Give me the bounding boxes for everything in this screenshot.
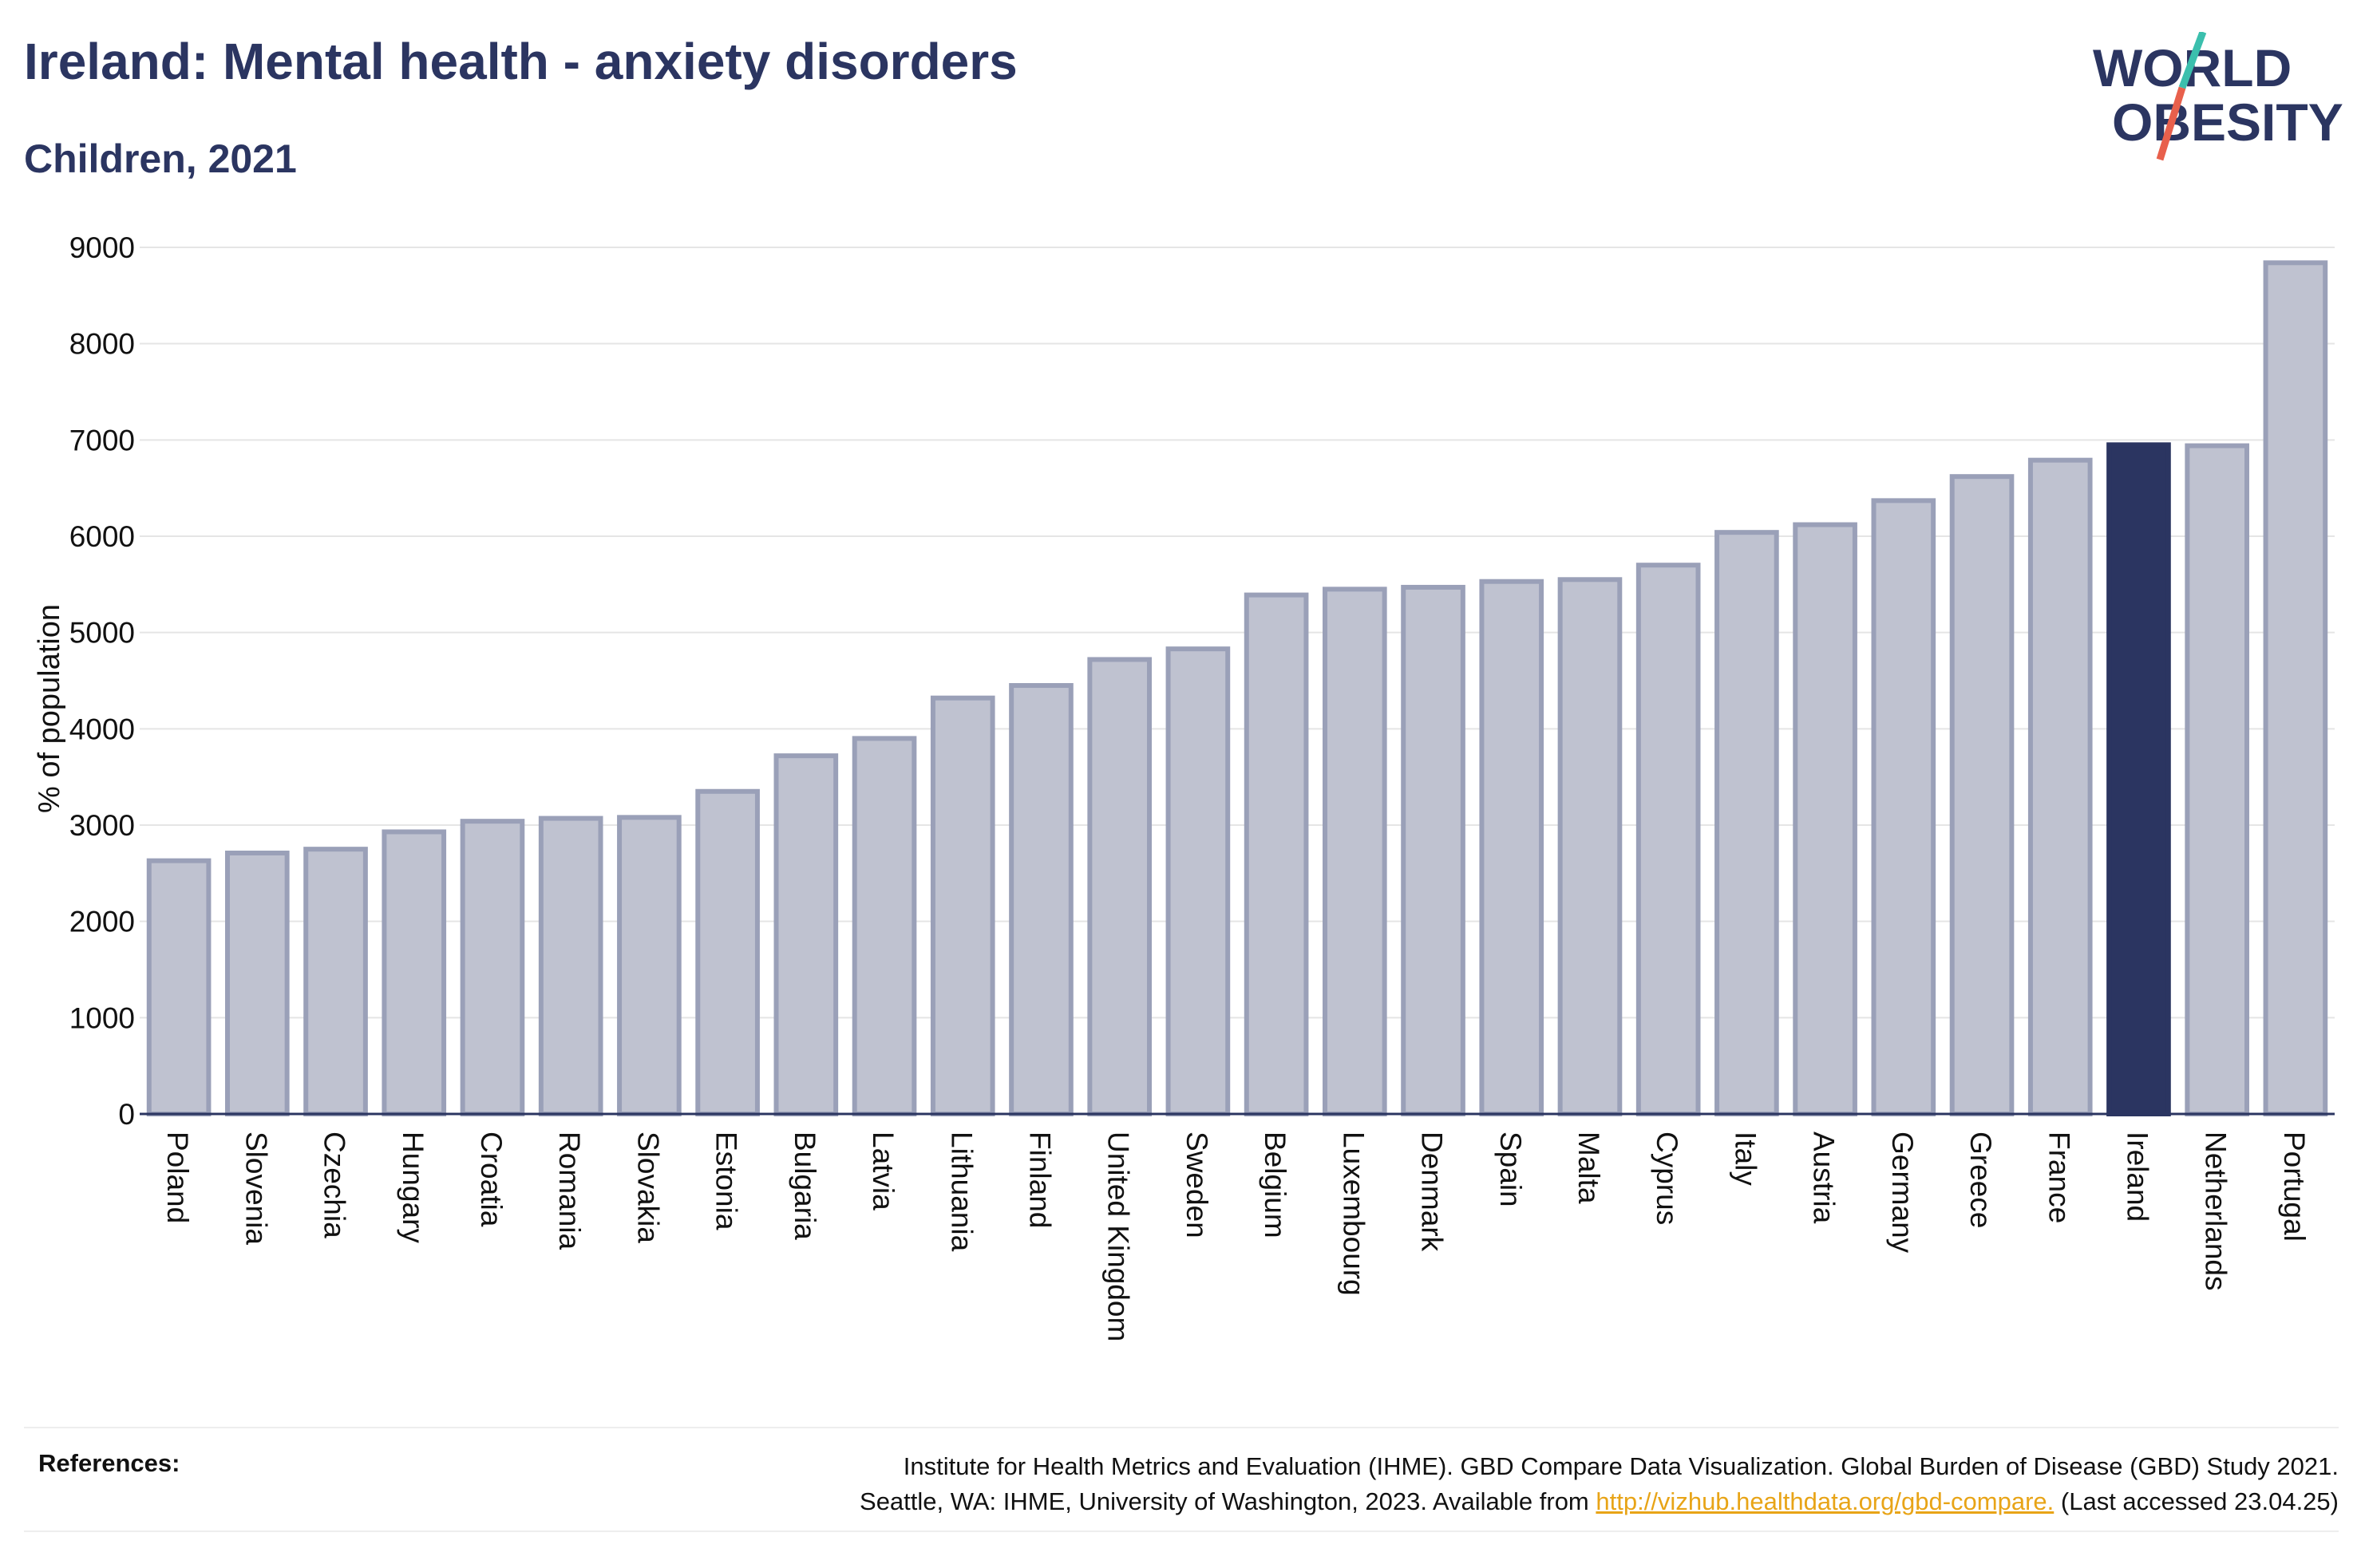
x-tick-label: Greece (1964, 1132, 1997, 1228)
x-tick-label: Cyprus (1651, 1132, 1683, 1225)
bar-malta (1557, 577, 1623, 1116)
x-tick-label: Portugal (2278, 1132, 2311, 1242)
y-tick-label: 6000 (69, 520, 135, 553)
bar-estonia (695, 788, 760, 1116)
bar-denmark (1401, 584, 1465, 1116)
x-tick-label: Germany (1886, 1132, 1919, 1254)
y-tick-label: 8000 (69, 328, 135, 361)
bar-united-kingdom (1087, 657, 1153, 1116)
x-tick-label: Lithuania (945, 1132, 978, 1252)
chart-subtitle: Children, 2021 (24, 136, 297, 181)
x-tick-label: Slovakia (631, 1132, 664, 1243)
bar-slovakia (617, 815, 682, 1116)
bars (146, 260, 2328, 1117)
x-tick-label: Latvia (867, 1132, 900, 1211)
x-tick-label: Austria (1808, 1132, 1841, 1224)
x-tick-label: Poland (161, 1132, 194, 1223)
x-tick-label: Romania (553, 1132, 586, 1250)
x-tick-label: Italy (1729, 1132, 1762, 1186)
x-tick-label: Bulgaria (789, 1132, 821, 1240)
references-panel: References: Institute for Health Metrics… (24, 1427, 2339, 1532)
bar-cyprus (1635, 563, 1701, 1116)
x-tick-label: Sweden (1180, 1132, 1213, 1238)
y-tick-label: 5000 (69, 617, 135, 650)
bar-chart: 0 1000 2000 3000 4000 5000 6000 7000 8000 9000 Po… (33, 231, 2335, 1341)
x-axis-labels: Poland Slovenia Czechia Hungary Croatia Roman… (161, 1132, 2311, 1341)
bar-germany (1871, 498, 1936, 1116)
bar-austria (1793, 522, 1857, 1116)
y-tick-label: 0 (118, 1098, 135, 1131)
bar-slovenia (225, 850, 290, 1116)
references-line2-suffix: (Last accessed 23.04.25) (2060, 1487, 2339, 1515)
x-tick-label: Luxembourg (1337, 1132, 1370, 1296)
bar-poland (146, 858, 212, 1116)
references-line1: Institute for Health Metrics and Evaluat… (903, 1452, 2339, 1480)
bar-netherlands (2185, 443, 2250, 1116)
logo-text-obesity: OBESITY (2112, 93, 2343, 152)
x-tick-label: Slovenia (239, 1132, 272, 1245)
logo-slash-teal (2178, 32, 2207, 89)
x-tick-label: Malta (1572, 1132, 1605, 1204)
y-tick-label: 4000 (69, 713, 135, 745)
x-tick-label: United Kingdom (1102, 1132, 1135, 1341)
y-tick-label: 1000 (69, 1001, 135, 1034)
references-label: References: (38, 1449, 180, 1477)
bar-czechia (303, 847, 368, 1116)
bar-hungary (382, 829, 447, 1116)
bar-bulgaria (773, 753, 839, 1116)
bar-belgium (1244, 592, 1309, 1116)
y-tick-label: 2000 (69, 906, 135, 938)
chart-title: Ireland: Mental health - anxiety disorde… (24, 33, 1018, 90)
x-tick-label: Netherlands (2200, 1132, 2232, 1291)
bar-spain (1479, 579, 1544, 1116)
references-line2-prefix: Seattle, WA: IHME, University of Washing… (860, 1487, 1589, 1515)
bar-finland (1009, 683, 1074, 1116)
x-tick-label: Hungary (397, 1132, 429, 1243)
x-tick-label: Czechia (318, 1132, 351, 1238)
bar-france (2027, 457, 2093, 1116)
logo-slash-red (2156, 86, 2186, 161)
x-tick-label: Belgium (1259, 1132, 1291, 1238)
bar-lithuania (930, 695, 995, 1116)
x-tick-label: Estonia (710, 1132, 743, 1230)
bar-greece (1949, 474, 2015, 1116)
y-tick-label: 7000 (69, 424, 135, 456)
x-tick-label: Denmark (1416, 1132, 1449, 1252)
bar-luxembourg (1323, 587, 1387, 1116)
y-axis-ticks: 0 1000 2000 3000 4000 5000 6000 7000 8000 9000 (69, 231, 135, 1131)
y-axis-title: % of population (33, 604, 66, 813)
x-tick-label: Finland (1023, 1132, 1056, 1228)
y-tick-label: 3000 (69, 809, 135, 842)
x-tick-label: Ireland (2121, 1132, 2153, 1222)
bar-romania (538, 816, 603, 1116)
x-tick-label: Spain (1494, 1132, 1527, 1207)
references-link[interactable]: http://vizhub.healthdata.org/gbd-compare… (1596, 1487, 2055, 1515)
bar-portugal (2263, 260, 2328, 1117)
bar-ireland (2106, 442, 2171, 1116)
bar-sweden (1165, 646, 1231, 1116)
bar-italy (1714, 530, 1779, 1116)
world-obesity-logo: WORLD OBESITY (2093, 32, 2343, 161)
bar-latvia (852, 736, 917, 1117)
references-text: Institute for Health Metrics and Evaluat… (423, 1449, 2339, 1519)
bar-croatia (460, 819, 525, 1116)
y-tick-label: 9000 (69, 231, 135, 264)
x-tick-label: Croatia (475, 1132, 508, 1227)
x-tick-label: France (2043, 1132, 2075, 1223)
